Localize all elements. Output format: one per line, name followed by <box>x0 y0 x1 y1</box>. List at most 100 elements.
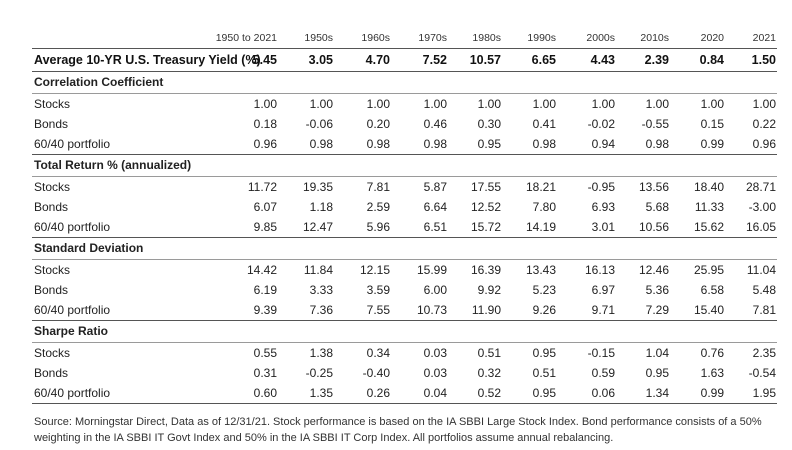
table-cell: 5.87 <box>423 180 447 194</box>
table-cell: 0.04 <box>423 386 447 400</box>
column-header: 2021 <box>752 32 776 44</box>
table-cell: -0.40 <box>362 366 390 380</box>
table-cell: 0.95 <box>532 386 556 400</box>
table-cell: 1.00 <box>477 97 501 111</box>
column-header: 1950s <box>304 32 333 44</box>
column-header: 1950 to 2021 <box>215 32 277 44</box>
section-title: Total Return % (annualized) <box>34 158 192 172</box>
table-cell: 3.59 <box>366 283 390 297</box>
table-cell: 0.59 <box>591 366 615 380</box>
table-cell: 0.95 <box>645 366 669 380</box>
table-cell: 3.33 <box>309 283 333 297</box>
table-cell: 16.05 <box>745 220 776 234</box>
table-row: 60/40 portfolio 0.96 0.98 0.98 0.98 0.95 0.98 0… <box>32 134 777 154</box>
table-cell: 11.72 <box>247 180 277 194</box>
table-row: Stocks 11.72 19.35 7.81 5.87 17.55 18.21 -0.95 1… <box>32 177 777 197</box>
divider <box>32 403 777 404</box>
divider <box>32 71 777 72</box>
table-cell: 7.80 <box>532 200 556 214</box>
table-cell: 7.52 <box>422 53 447 67</box>
table-cell: 11.33 <box>694 200 724 214</box>
table-cell: 15.72 <box>470 220 501 234</box>
column-header: 1980s <box>472 32 501 44</box>
row-label: Average 10-YR U.S. Treasury Yield (%) <box>34 53 261 67</box>
table-cell: 0.41 <box>532 117 556 131</box>
table-cell: 7.55 <box>366 303 390 317</box>
table-cell: 1.34 <box>645 386 669 400</box>
table-cell: 16.13 <box>584 263 615 277</box>
table-cell: 15.62 <box>693 220 724 234</box>
column-header-row: 1950 to 2021 1950s 1960s 1970s 1980s 199… <box>32 28 777 48</box>
table-cell: 0.34 <box>366 346 390 360</box>
row-label: Stocks <box>34 97 71 111</box>
table-cell: 11.04 <box>746 263 776 277</box>
source-note: Source: Morningstar Direct, Data as of 1… <box>34 416 762 444</box>
table-row: Bonds 6.07 1.18 2.59 6.64 12.52 7.80 6.93 5.68 11… <box>32 197 777 217</box>
table-cell: 9.71 <box>591 303 615 317</box>
table-cell: 0.84 <box>699 53 724 67</box>
table-cell: 9.85 <box>253 220 277 234</box>
table-cell: 12.46 <box>638 263 669 277</box>
column-header: 1970s <box>418 32 447 44</box>
column-header: 1990s <box>527 32 556 44</box>
table-cell: 3.01 <box>591 220 615 234</box>
table-cell: 3.05 <box>308 53 333 67</box>
table-cell: -0.06 <box>305 117 333 131</box>
table-cell: 9.26 <box>532 303 556 317</box>
column-header: 2020 <box>700 32 724 44</box>
row-label: 60/40 portfolio <box>34 220 111 234</box>
row-label: Bonds <box>34 117 69 131</box>
table-cell: -0.25 <box>305 366 333 380</box>
table-cell: 7.81 <box>752 303 776 317</box>
table-cell: 0.98 <box>532 137 556 151</box>
table-cell: 7.36 <box>309 303 333 317</box>
section-title: Sharpe Ratio <box>34 324 109 338</box>
table-cell: 1.95 <box>752 386 776 400</box>
table-cell: 0.94 <box>591 137 615 151</box>
table-row: Bonds 0.31 -0.25 -0.40 0.03 0.32 0.51 0.59 0.95 1… <box>32 363 777 383</box>
table-cell: 10.56 <box>638 220 669 234</box>
table-cell: -0.54 <box>748 366 776 380</box>
table-cell: 13.56 <box>638 180 669 194</box>
table-cell: 0.95 <box>477 137 501 151</box>
row-label: 60/40 portfolio <box>34 386 111 400</box>
table-cell: 0.03 <box>423 366 447 380</box>
table-cell: 1.00 <box>309 97 333 111</box>
table-cell: 5.48 <box>752 283 776 297</box>
table-cell: 0.20 <box>366 117 390 131</box>
table-cell: 0.98 <box>423 137 447 151</box>
table-cell: 0.98 <box>366 137 390 151</box>
table-cell: 6.00 <box>423 283 447 297</box>
section-header-sharpe-ratio: Sharpe Ratio <box>32 321 777 342</box>
table-cell: 0.95 <box>532 346 556 360</box>
table-row: 60/40 portfolio 9.39 7.36 7.55 10.73 11.90 9.2… <box>32 300 777 320</box>
table-cell: 14.42 <box>246 263 277 277</box>
divider <box>32 342 777 343</box>
divider <box>32 48 777 49</box>
table-cell: -0.95 <box>587 180 615 194</box>
table-cell: 1.00 <box>366 97 390 111</box>
table-cell: 11.84 <box>303 263 333 277</box>
table-cell: 0.31 <box>253 366 277 380</box>
table-cell: 0.32 <box>477 366 501 380</box>
table-cell: 2.39 <box>644 53 669 67</box>
section-title: Standard Deviation <box>34 241 144 255</box>
table-cell: -3.00 <box>748 200 776 214</box>
table-cell: 6.97 <box>591 283 615 297</box>
table-cell: 18.40 <box>693 180 724 194</box>
divider <box>32 154 777 155</box>
section-header-standard-deviation: Standard Deviation <box>32 238 777 259</box>
table-cell: 0.30 <box>477 117 501 131</box>
table-cell: 6.58 <box>700 283 724 297</box>
table-cell: 1.04 <box>645 346 669 360</box>
table-cell: -0.02 <box>587 117 615 131</box>
divider <box>32 259 777 260</box>
table-cell: 0.51 <box>532 366 556 380</box>
table-cell: 1.00 <box>532 97 556 111</box>
table-cell: 12.47 <box>302 220 333 234</box>
table-cell: 6.65 <box>531 53 556 67</box>
table-cell: 2.59 <box>366 200 390 214</box>
table-cell: 0.96 <box>752 137 776 151</box>
table-cell: 0.15 <box>700 117 724 131</box>
table-cell: 5.96 <box>366 220 390 234</box>
